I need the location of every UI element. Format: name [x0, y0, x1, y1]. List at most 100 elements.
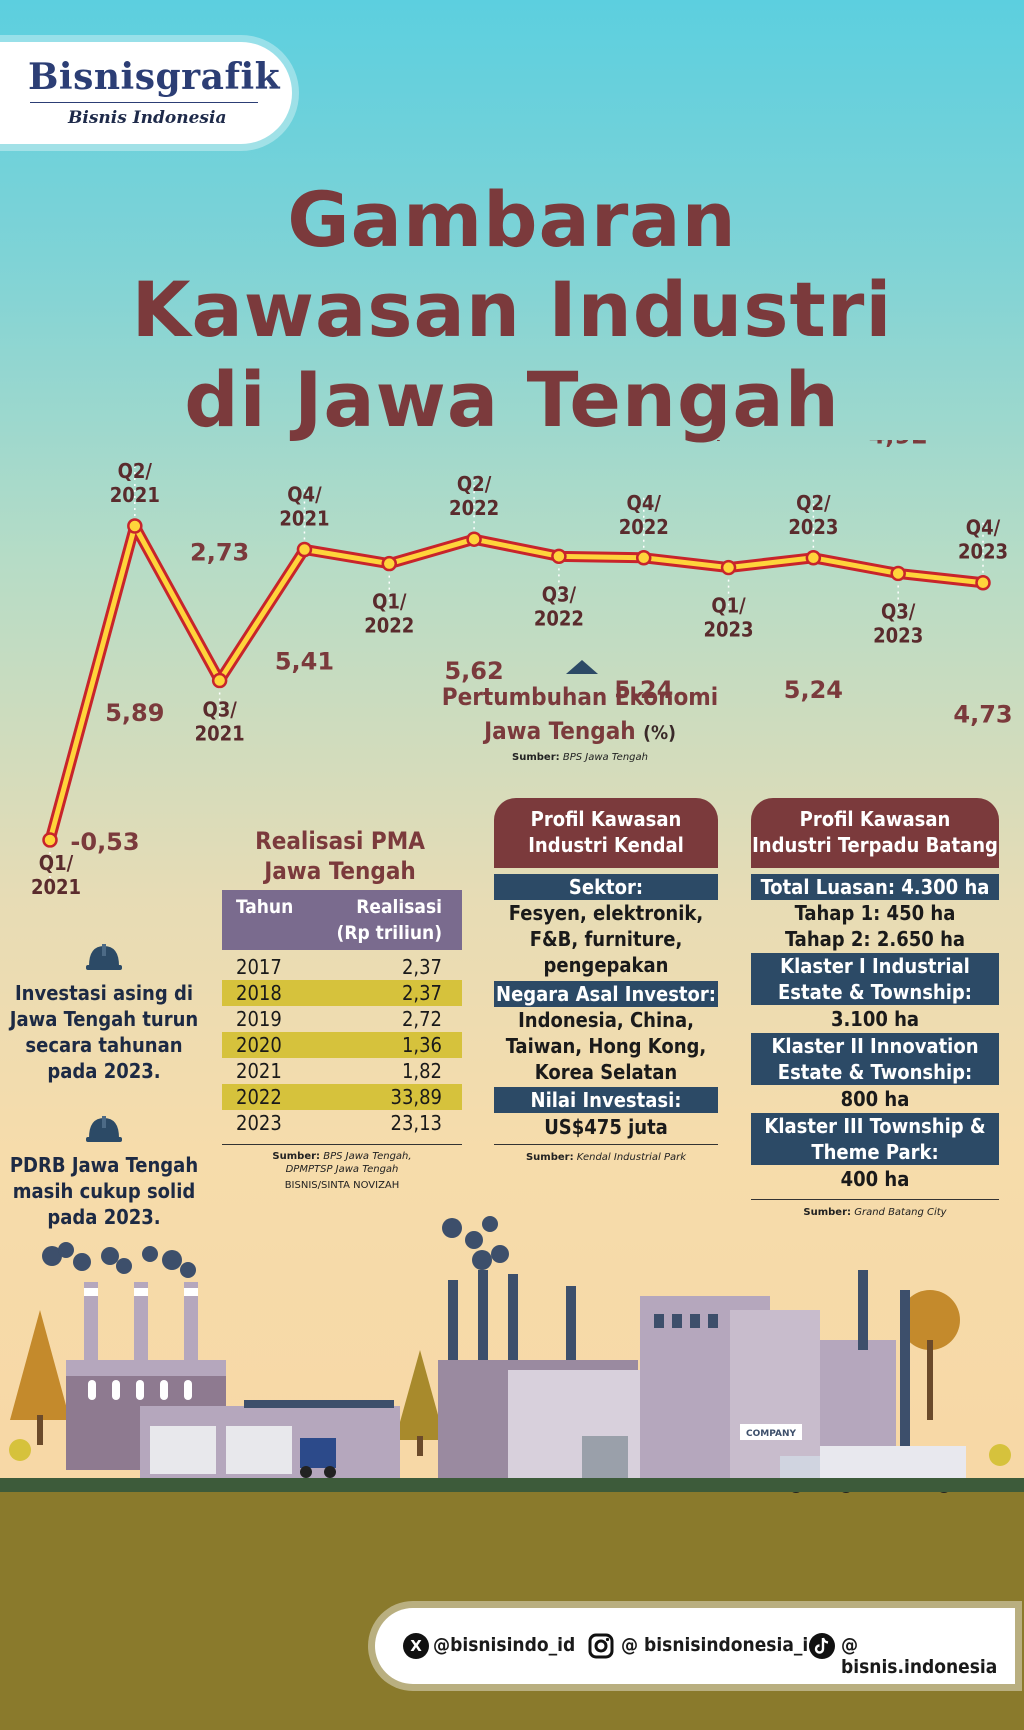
chart-title-line-1: Pertumbuhan Ekonomi	[441, 683, 719, 711]
table-row: 2017 2,37	[222, 954, 462, 980]
kendal-source-label: Sumber:	[525, 1152, 574, 1163]
batang-tahap2: Tahap 2: 2.650 ha	[784, 927, 966, 951]
pma-title-line-2: Jawa Tengah	[264, 857, 416, 885]
data-label: 4,73	[953, 701, 1012, 729]
data-point	[42, 832, 58, 848]
kendal-investor-line: Taiwan, Hong Kong,	[505, 1034, 707, 1058]
kendal-invest-label: Nilai Investasi:	[494, 1087, 718, 1113]
batang-title: Profil Kawasan Industri Terpadu Batang	[751, 798, 999, 868]
kendal-sector-line: pengepakan	[543, 953, 669, 977]
data-point	[975, 574, 991, 591]
table-row: 2019 2,72	[222, 1006, 462, 1032]
social-x-handle[interactable]: @bisnisindo_id	[433, 1634, 576, 1656]
table-row: 2023 23,13	[222, 1110, 462, 1136]
x-tick-label: 2023	[873, 623, 923, 647]
pma-source-label: Sumber:	[272, 1151, 321, 1162]
kendal-divider	[494, 1144, 718, 1145]
x-tick-label: 2022	[364, 614, 414, 638]
kendal-title-line-2: Industri Kendal	[528, 833, 684, 857]
x-tick-label: Q1/	[372, 590, 407, 614]
batang-source-text: Grand Batang City	[854, 1207, 947, 1218]
table-cell-year: 2023	[236, 1111, 282, 1135]
batang-divider	[751, 1199, 999, 1200]
data-point	[211, 672, 228, 689]
chart-title-line-2: Jawa Tengah	[484, 717, 636, 745]
x-tick-label: Q1/	[711, 594, 746, 618]
batang-title-line-1: Profil Kawasan	[799, 807, 951, 831]
batang-k1-value: 3.100 ha	[830, 1007, 920, 1031]
chart-source-label: Sumber:	[512, 752, 560, 763]
table-cell-value: 1,82	[401, 1059, 442, 1083]
table-cell-year: 2020	[236, 1033, 282, 1057]
kendal-sector-line: Fesyen, elektronik,	[508, 901, 704, 925]
tiktok-icon[interactable]	[808, 1632, 836, 1660]
pma-title-line-1: Realisasi PMA	[255, 827, 425, 855]
batang-k3-line-2: Theme Park:	[811, 1140, 939, 1164]
table-cell-year: 2022	[236, 1085, 282, 1109]
company-sign: COMPANY	[746, 1429, 796, 1439]
pma-col-value-1: Realisasi	[356, 896, 442, 918]
table-cell-year: 2019	[236, 1007, 282, 1031]
x-tick-label: Q3/	[881, 599, 916, 623]
kendal-source-text: Kendal Industrial Park	[576, 1152, 687, 1163]
batang-tahap1: Tahap 1: 450 ha	[794, 901, 956, 925]
social-footer: X @bisnisindo_id @ bisnisindonesia_id @ …	[375, 1608, 1015, 1684]
pma-source: Sumber: BPS Jawa Tengah, DPMPTSP Jawa Te…	[222, 1150, 462, 1176]
x-tick-label: Q4/	[627, 491, 662, 515]
pma-col-year: Tahun	[236, 896, 294, 918]
table-cell-value: 23,13	[390, 1111, 443, 1135]
batang-k1-line-2: Estate & Township:	[778, 980, 972, 1004]
data-label: -0,53	[70, 828, 139, 856]
data-point	[635, 550, 652, 566]
batang-source-label: Sumber:	[803, 1207, 852, 1218]
x-tick-label: 2021	[195, 722, 245, 746]
data-label: 2,73	[190, 539, 249, 567]
social-instagram-handle[interactable]: @ bisnisindonesia_id	[621, 1634, 821, 1656]
kendal-invest-value: US$475 juta	[544, 1115, 668, 1139]
batang-total: Total Luasan: 4.300 ha	[751, 874, 999, 900]
page-title-line-2: Kawasan Industri	[131, 265, 893, 354]
kendal-title-line-1: Profil Kawasan	[530, 807, 682, 831]
kendal-investor-line: Indonesia, China,	[518, 1008, 694, 1032]
x-icon[interactable]: X	[403, 1633, 429, 1659]
page-title-line-3: di Jawa Tengah	[184, 355, 840, 444]
x-tick-label: 2021	[279, 506, 329, 530]
batang-k1-line-1: Klaster I Industrial	[780, 954, 970, 978]
x-tick-label: Q4/	[287, 482, 322, 506]
data-point	[551, 548, 567, 565]
x-tick-label: 2023	[958, 540, 1008, 564]
page-title-line-1: Gambaran	[287, 175, 737, 264]
x-tick-label: Q3/	[542, 582, 577, 606]
kendal-source: Sumber: Kendal Industrial Park	[494, 1152, 718, 1163]
table-row: 2018 2,37	[222, 980, 462, 1006]
smoke-icon	[42, 1216, 509, 1278]
data-point	[890, 565, 906, 582]
x-tick-label: 2023	[704, 618, 754, 642]
note-pdrb: PDRB Jawa Tengah masih cukup solid pada …	[9, 1153, 199, 1229]
caption-pointer-icon	[566, 660, 598, 674]
chart-unit: (%)	[643, 722, 676, 744]
batang-k2-value: 800 ha	[840, 1087, 910, 1111]
data-point	[720, 559, 737, 576]
table-cell-value: 2,37	[401, 981, 442, 1005]
batang-k3-line-1: Klaster III Township &	[764, 1114, 986, 1138]
table-cell-value: 2,72	[401, 1007, 442, 1031]
x-tick-label: Q2/	[118, 459, 153, 483]
social-tiktok-handle[interactable]: @ bisnis.indonesia	[841, 1634, 998, 1678]
kendal-investor-line: Korea Selatan	[534, 1060, 678, 1084]
x-tick-label: 2021	[110, 483, 160, 507]
instagram-icon[interactable]	[587, 1632, 615, 1660]
batang-k2-label: Klaster II Innovation Estate & Twonship:	[751, 1033, 999, 1085]
brand-name: Bisnisgrafik	[28, 56, 281, 98]
pma-source-line-2: DPMPTSP Jawa Tengah	[285, 1164, 399, 1175]
x-tick-label: 2022	[534, 606, 584, 630]
x-tick-label: 2021	[31, 875, 81, 899]
series-line	[47, 523, 986, 843]
batang-k3-value: 400 ha	[840, 1167, 910, 1191]
x-tick-label: Q1/	[39, 851, 74, 875]
x-tick-label: 2023	[788, 515, 838, 539]
data-point	[466, 531, 482, 547]
chart-source-text: BPS Jawa Tengah	[562, 752, 648, 763]
industrial-scene-illustration: COMPANY	[0, 1216, 1024, 1493]
table-row: 2022 33,89	[222, 1084, 462, 1110]
